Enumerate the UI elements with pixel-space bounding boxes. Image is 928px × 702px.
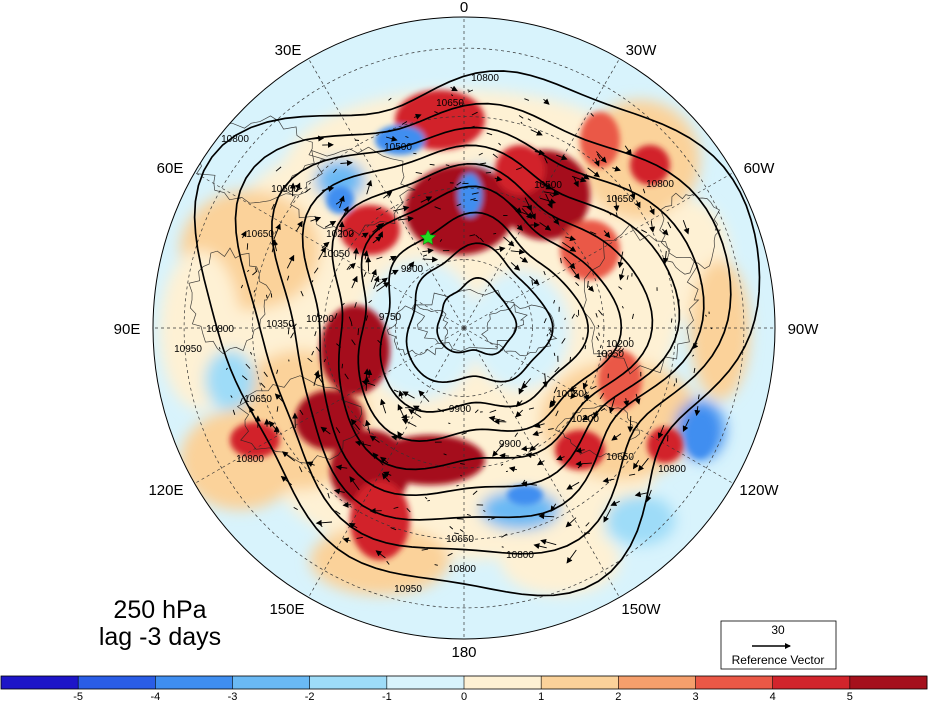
colorbar-segment [155,676,233,689]
lon-label-30e: 30E [275,42,302,59]
colorbar-segment [232,676,311,689]
contour-label: 10650 [606,194,634,205]
colorbar-segment [309,676,388,689]
colorbar-segment [464,676,542,689]
colorbar-tick-label: 5 [847,691,853,702]
contour-label: 10500 [384,142,412,153]
lon-label-60w: 60W [744,160,776,177]
contour-label: 10200 [606,339,634,350]
level-label: 250 hPa [113,596,206,624]
contour-label: 10200 [571,414,599,425]
contour-label: 10800 [506,550,534,561]
contour-label: 10800 [236,454,264,465]
lon-label-90e: 90E [114,321,141,338]
contour-labels: 10800 10650 10500 10200 10050 9900 9750 10500 10… [174,73,686,595]
colorbar-tick-label: 4 [770,691,776,702]
contour-label: 9750 [379,312,402,323]
figure-title: 250 hPa lag -3 days [99,596,221,651]
longitude-labels: 0 30W 60W 90W 120W 150W 180 150E 120E 90… [114,0,820,661]
lon-label-60e: 60E [157,160,184,177]
contour-label: 10650 [244,394,272,405]
lon-label-120e: 120E [148,482,183,499]
colorbar: -5 -4 -3 -2 -1 0 1 2 3 4 5 [0,675,928,702]
contour-label: 10800 [658,464,686,475]
contour-label: 10200 [306,314,334,325]
contour-label: 10800 [221,134,249,145]
contour-label: 10800 [646,179,674,190]
lon-label-150e: 150E [269,601,304,618]
colorbar-tick-label: -3 [228,691,238,702]
reference-vector-magnitude: 30 [771,623,785,637]
colorbar-tick-label: -4 [150,691,160,702]
contour-label: 10650 [436,98,464,109]
lon-label-180: 180 [451,644,476,661]
lon-label-90w: 90W [788,321,820,338]
colorbar-tick-label: -1 [382,691,392,702]
contour-label: 10350 [596,349,624,360]
colorbar-tick-label: 3 [692,691,698,702]
contour-label: 10500 [534,180,562,191]
contour-label: 10650 [246,229,274,240]
contour-label: 10500 [271,184,299,195]
graticule [153,17,775,639]
colorbar-tick-label: 0 [461,691,467,702]
contour-label: 10650 [446,534,474,545]
colorbar-segment [1,676,79,689]
colorbar-tick-label: -2 [305,691,315,702]
reference-vector-box: 30 Reference Vector [720,620,837,670]
wind-vectors [218,85,713,566]
contour-label: 10050 [556,389,584,400]
contour-label: 10800 [471,73,499,84]
star-marker-icon [419,229,437,245]
colorbar-segment [695,676,774,689]
contour-label: 10800 [448,564,476,575]
colorbar-segment [618,676,696,689]
colorbar-tick-label: -5 [73,691,83,702]
colorbar-segment [541,676,619,689]
contour-label: 9900 [449,404,472,415]
colorbar-segment [772,676,851,689]
contour-label: 10200 [326,229,354,240]
contour-label: 10800 [206,324,234,335]
colorbar-tick-label: 2 [615,691,621,702]
contour-label: 9900 [401,264,424,275]
colorbar-segment [386,676,465,689]
colorbar-segment [78,676,156,689]
lon-label-30w: 30W [626,42,658,59]
lon-label-150w: 150W [621,601,661,618]
contour-label: 10350 [266,319,294,330]
contour-label: 10650 [606,452,634,463]
reference-vector-label: Reference Vector [732,653,825,667]
colorbar-tick-label: 1 [538,691,544,702]
contour-label: 10950 [174,344,202,355]
contour-label: 10050 [322,249,350,260]
contour-label: 9900 [499,439,522,450]
lon-label-0: 0 [460,0,468,16]
lag-label: lag -3 days [99,623,221,651]
location-marker [419,229,437,245]
contour-label: 10950 [394,584,422,595]
lon-label-120w: 120W [739,482,779,499]
globe-outline [152,16,776,640]
anomaly-field [153,17,775,639]
colorbar-segment [849,676,928,689]
